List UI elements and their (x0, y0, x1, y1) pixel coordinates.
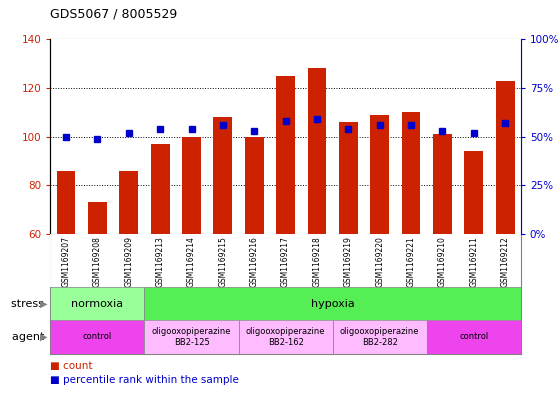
Bar (245, 136, 264, 234)
Bar (119, 171, 138, 234)
Text: stress: stress (11, 299, 48, 309)
Text: GSM1169211: GSM1169211 (469, 237, 478, 287)
Text: ▶: ▶ (40, 332, 48, 342)
Text: control: control (459, 332, 488, 342)
Text: GSM1169217: GSM1169217 (281, 237, 290, 287)
Bar (50, 320, 144, 354)
Text: GSM1169210: GSM1169210 (438, 237, 447, 287)
Text: oligooxopiperazine
BB2-125: oligooxopiperazine BB2-125 (152, 327, 231, 347)
Text: ■ percentile rank within the sample: ■ percentile rank within the sample (50, 375, 239, 385)
Bar (88, 202, 107, 234)
Text: normoxia: normoxia (71, 299, 124, 309)
Bar (276, 76, 295, 234)
Text: GSM1169214: GSM1169214 (187, 237, 196, 287)
Text: GSM1169215: GSM1169215 (218, 237, 227, 287)
Bar (144, 287, 521, 320)
Text: GSM1169219: GSM1169219 (344, 237, 353, 287)
Text: GSM1169218: GSM1169218 (312, 237, 321, 287)
Text: GSM1169221: GSM1169221 (407, 237, 416, 287)
Text: GDS5067 / 8005529: GDS5067 / 8005529 (50, 8, 178, 21)
Text: control: control (83, 332, 112, 342)
Text: GSM1169216: GSM1169216 (250, 237, 259, 287)
Text: GSM1169208: GSM1169208 (93, 237, 102, 287)
Text: hypoxia: hypoxia (311, 299, 354, 309)
Bar (307, 68, 326, 234)
Bar (213, 117, 232, 234)
Text: oligooxopiperazine
BB2-162: oligooxopiperazine BB2-162 (246, 327, 325, 347)
Text: GSM1169209: GSM1169209 (124, 237, 133, 288)
Bar (333, 320, 427, 354)
Bar (339, 122, 358, 234)
Bar (464, 151, 483, 234)
Bar (239, 320, 333, 354)
Text: GSM1169213: GSM1169213 (156, 237, 165, 287)
Text: oligooxopiperazine
BB2-282: oligooxopiperazine BB2-282 (340, 327, 419, 347)
Bar (370, 115, 389, 234)
Text: GSM1169212: GSM1169212 (501, 237, 510, 287)
Bar (50, 287, 144, 320)
Bar (433, 134, 452, 234)
Bar (57, 171, 76, 234)
Text: GSM1169220: GSM1169220 (375, 237, 384, 287)
Bar (151, 144, 170, 234)
Bar (144, 320, 239, 354)
Bar (402, 112, 421, 234)
Text: agent: agent (12, 332, 48, 342)
Bar (182, 136, 201, 234)
Text: ■ count: ■ count (50, 362, 93, 371)
Text: GSM1169207: GSM1169207 (62, 237, 71, 288)
Bar (496, 81, 515, 234)
Bar (427, 320, 521, 354)
Text: ▶: ▶ (40, 299, 48, 309)
